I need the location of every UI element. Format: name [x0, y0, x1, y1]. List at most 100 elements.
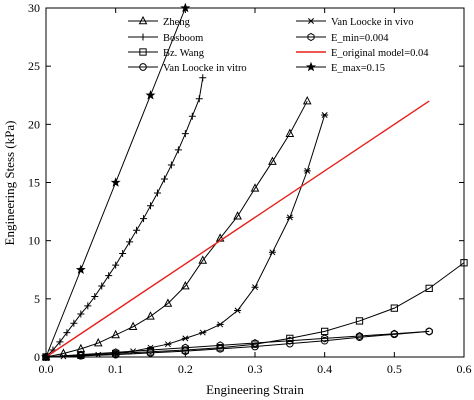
marker-hexagon — [355, 331, 364, 341]
marker-triangle — [198, 255, 208, 264]
marker-triangle — [233, 211, 242, 220]
marker-plus — [105, 272, 113, 280]
marker-triangle — [181, 280, 190, 290]
marker-star — [145, 90, 156, 100]
series-line — [45, 77, 204, 358]
legend-entry-bosboom: Bosboom — [128, 33, 203, 44]
marker-triangle — [250, 183, 260, 192]
marker-plus — [199, 74, 207, 82]
marker-plus — [126, 238, 134, 246]
marker-circle — [139, 63, 147, 71]
marker-triangle — [93, 337, 103, 347]
marker-hexagon — [307, 32, 315, 42]
marker-asterisk — [303, 167, 311, 174]
series-e-max-0-15 — [41, 2, 191, 362]
marker-plus — [167, 161, 175, 169]
marker-asterisk — [286, 214, 294, 221]
marker-square — [355, 317, 364, 325]
marker-hexagon — [146, 345, 155, 355]
marker-plus — [98, 282, 106, 290]
legend-label: Bosboom — [163, 33, 203, 44]
marker-plus — [112, 261, 120, 269]
marker-star — [180, 2, 191, 13]
x-tick-label: 0.6 — [457, 362, 472, 376]
marker-plus — [160, 175, 168, 183]
legend-label: E_min=0.004 — [331, 33, 389, 44]
y-tick-label: 30 — [28, 1, 40, 15]
x-tick-label: 0.1 — [108, 362, 123, 376]
legend-label: Van Loocke in vitro — [163, 63, 247, 74]
marker-plus — [195, 95, 203, 103]
marker-hexagon — [425, 327, 433, 336]
legend-label: E_max=0.15 — [331, 63, 385, 74]
marker-hexagon — [112, 348, 120, 357]
marker-hexagon — [77, 350, 85, 359]
legend-entry-e-original-model-0-04: E_original model=0.04 — [296, 48, 429, 59]
series-line — [45, 100, 308, 358]
marker-asterisk — [216, 321, 224, 328]
marker-hexagon — [321, 334, 329, 343]
data-series — [41, 2, 468, 362]
series-van-loocke-in-vivo — [42, 112, 329, 360]
marker-square — [390, 304, 398, 312]
series-bz-wang — [42, 259, 468, 361]
marker-star — [110, 177, 121, 187]
marker-circle — [111, 350, 120, 359]
legend-entry-e-min-0-004: E_min=0.004 — [296, 32, 389, 44]
x-tick-label: 0.4 — [317, 362, 332, 376]
marker-hexagon — [181, 343, 189, 352]
marker-circle — [320, 336, 329, 345]
legend-entry-bz-wang: Bz. Wang — [128, 48, 205, 59]
marker-asterisk — [181, 335, 189, 342]
legend: Zheng Van Loocke in vivo Bosboom E_min=0.00… — [128, 15, 429, 74]
marker-hexagon — [390, 329, 398, 338]
marker-plus — [91, 293, 99, 301]
y-tick-label: 15 — [28, 176, 40, 190]
series-bosboom — [42, 74, 207, 361]
marker-square — [460, 259, 468, 267]
series-line — [45, 330, 430, 358]
marker-triangle — [302, 95, 312, 105]
marker-hexagon — [216, 341, 224, 350]
marker-square — [139, 48, 147, 56]
marker-plus — [139, 33, 147, 41]
marker-plus — [153, 189, 161, 197]
series-e-original-model-0-04 — [45, 100, 430, 358]
marker-plus — [84, 302, 92, 310]
legend-label: Zheng — [163, 17, 191, 28]
marker-plus — [133, 226, 141, 234]
legend-entry-zheng: Zheng — [128, 15, 191, 28]
legend-label: E_original model=0.04 — [331, 48, 429, 59]
marker-star — [75, 264, 86, 274]
marker-plus — [56, 338, 64, 346]
marker-asterisk — [164, 341, 172, 348]
marker-hexagon — [286, 336, 294, 345]
marker-square — [425, 284, 433, 293]
legend-label: Bz. Wang — [163, 48, 205, 59]
y-axis-title: Engineering Stess (kPa) — [2, 121, 17, 246]
marker-plus — [174, 146, 182, 154]
series-line — [45, 114, 326, 358]
y-tick-label: 10 — [28, 234, 40, 248]
marker-plus — [181, 130, 189, 138]
y-tick-label: 0 — [34, 350, 40, 364]
x-tick-label: 0.5 — [387, 362, 402, 376]
x-tick-label: 0.2 — [178, 362, 193, 376]
marker-plus — [77, 310, 85, 318]
series-line — [45, 100, 430, 358]
marker-square — [286, 334, 294, 343]
x-axis-title: Engineering Strain — [206, 382, 304, 397]
marker-star — [41, 351, 51, 362]
marker-plus — [140, 215, 148, 223]
marker-triangle — [163, 298, 173, 307]
marker-asterisk — [199, 329, 207, 336]
marker-triangle — [285, 128, 295, 137]
series-zheng — [41, 95, 312, 361]
marker-plus — [70, 319, 78, 327]
marker-triangle — [268, 156, 277, 165]
x-tick-label: 0.3 — [248, 362, 263, 376]
marker-triangle — [138, 15, 148, 25]
marker-asterisk — [321, 112, 329, 119]
y-tick-label: 25 — [28, 59, 40, 73]
